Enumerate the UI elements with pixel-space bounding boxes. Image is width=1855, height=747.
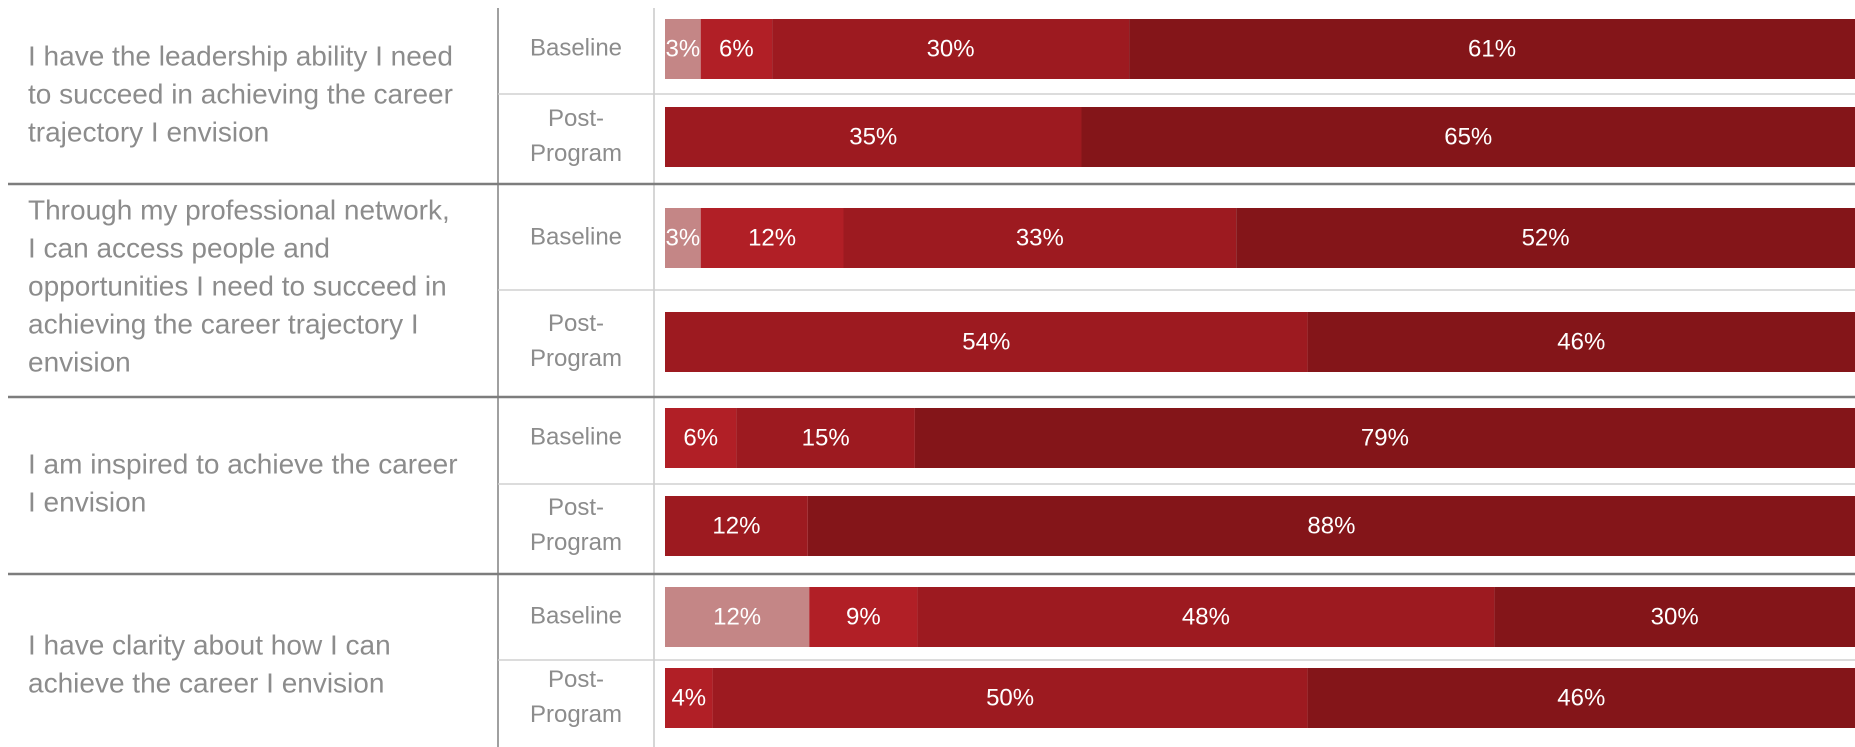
- bar-value-label: 15%: [802, 424, 850, 451]
- bar-value-label: 46%: [1557, 328, 1605, 355]
- bar-value-label: 33%: [1016, 224, 1064, 251]
- bar-value-label: 3%: [666, 35, 701, 62]
- bar-value-label: 61%: [1468, 35, 1516, 62]
- bar-segment: [700, 208, 844, 268]
- bar-segment: [665, 408, 737, 468]
- bar-value-label: 79%: [1361, 424, 1409, 451]
- bar-segment: [807, 496, 1855, 556]
- bar-segment: [809, 587, 918, 647]
- bar-value-label: 12%: [712, 512, 760, 539]
- question-text-line: Through my professional network,: [28, 194, 450, 225]
- question-labels: I have the leadership ability I need to s…: [28, 40, 458, 698]
- bar-segment: [712, 668, 1308, 728]
- bar-value-label: 65%: [1444, 123, 1492, 150]
- bar-value-label: 9%: [846, 603, 881, 630]
- bar-segment: [700, 19, 773, 79]
- row-label: Baseline: [530, 602, 622, 629]
- bar-value-label: 6%: [683, 424, 718, 451]
- bar-value-label: 48%: [1182, 603, 1230, 630]
- bar-value-label: 4%: [671, 684, 706, 711]
- bar-value-label: 30%: [927, 35, 975, 62]
- row-label: Post-: [548, 310, 604, 337]
- bar-segment: [917, 587, 1495, 647]
- bar-value-label: 12%: [713, 603, 761, 630]
- bar-segment: [1236, 208, 1855, 268]
- bars: [665, 19, 1855, 728]
- bar-value-label: 88%: [1307, 512, 1355, 539]
- question-text-line: achieving the career trajectory I: [28, 308, 419, 339]
- row-label: Baseline: [530, 423, 622, 450]
- question-text-line: to succeed in achieving the career: [28, 78, 453, 109]
- question-text-line: I envision: [28, 486, 146, 517]
- question-text-line: I can access people and: [28, 232, 330, 263]
- bar-segment: [1494, 587, 1855, 647]
- bar-value-label: 54%: [962, 328, 1010, 355]
- row-label: Post-: [548, 494, 604, 521]
- bar-segment: [843, 208, 1237, 268]
- question-text-line: envision: [28, 346, 131, 377]
- row-label: Program: [530, 345, 622, 372]
- row-label: Program: [530, 529, 622, 556]
- bar-segment: [665, 668, 713, 728]
- row-labels: Baseline Post- Program Baseline Post- Program…: [530, 34, 622, 728]
- bar-value-label: 6%: [719, 35, 754, 62]
- bar-segment: [665, 208, 701, 268]
- bar-segment: [1129, 19, 1855, 79]
- row-label: Baseline: [530, 223, 622, 250]
- question-text-line: achieve the career I envision: [28, 667, 384, 698]
- bar-segment: [665, 107, 1082, 167]
- bar-segment: [1307, 312, 1855, 372]
- question-text-line: opportunities I need to succeed in: [28, 270, 447, 301]
- row-label: Program: [530, 140, 622, 167]
- bar-value-label: 46%: [1557, 684, 1605, 711]
- table-grid: [8, 8, 1855, 747]
- row-label: Program: [530, 701, 622, 728]
- row-label: Post-: [548, 105, 604, 132]
- bar-value-label: 52%: [1522, 224, 1570, 251]
- question-text-line: I have clarity about how I can: [28, 629, 391, 660]
- question-text-line: trajectory I envision: [28, 116, 269, 147]
- question-text-line: I have the leadership ability I need: [28, 40, 453, 71]
- bar-segment: [772, 19, 1130, 79]
- bar-segment: [736, 408, 915, 468]
- bar-value-label: 50%: [986, 684, 1034, 711]
- bar-value-label: 30%: [1651, 603, 1699, 630]
- bar-segment: [1081, 107, 1855, 167]
- bar-segment: [665, 312, 1308, 372]
- bar-segment: [665, 587, 810, 647]
- row-label: Post-: [548, 666, 604, 693]
- bar-segment: [1307, 668, 1855, 728]
- bar-value-label: 35%: [849, 123, 897, 150]
- bar-value-label: 3%: [666, 224, 701, 251]
- bar-segment: [914, 408, 1855, 468]
- question-text-line: I am inspired to achieve the career: [28, 448, 458, 479]
- bar-value-label: 12%: [748, 224, 796, 251]
- bar-segment: [665, 496, 808, 556]
- bar-segment: [665, 19, 701, 79]
- row-label: Baseline: [530, 34, 622, 61]
- bar-value-labels: 3% 6% 30% 61% 35% 65% 3% 12% 33% 52% 54% 46% 6% 15% 79…: [666, 35, 1699, 711]
